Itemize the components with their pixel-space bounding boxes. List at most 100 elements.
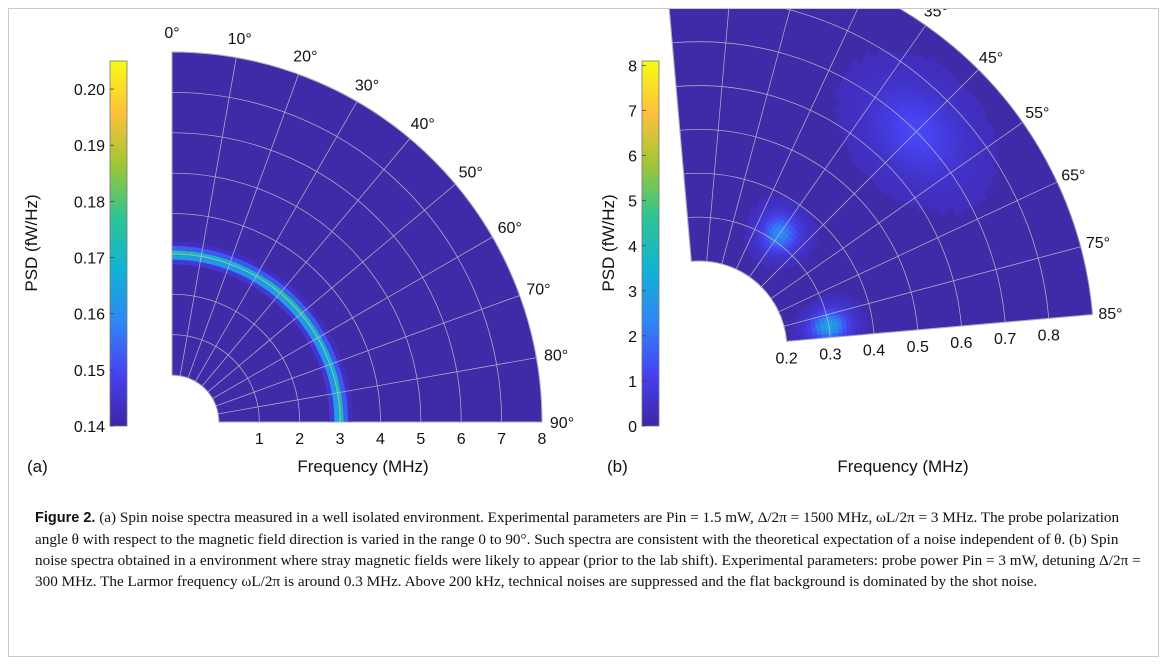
grid-spoke — [749, 25, 926, 278]
heat-cell — [794, 315, 800, 320]
angle-tick-label: 10° — [228, 31, 252, 48]
heat-cell — [338, 380, 345, 387]
heat-cell — [899, 142, 908, 151]
heat-cell — [201, 257, 207, 264]
heat-cell — [820, 310, 827, 316]
heat-cell — [926, 114, 937, 124]
heat-cell — [827, 319, 833, 324]
heat-cell — [912, 150, 922, 160]
heat-cell — [879, 118, 889, 128]
heat-cell — [184, 260, 190, 266]
heat-cell — [767, 259, 773, 265]
heat-cell — [954, 146, 964, 157]
heat-cell — [823, 320, 829, 325]
heat-cell — [876, 110, 886, 119]
heat-cell — [816, 335, 822, 339]
heat-cell — [772, 258, 778, 264]
heat-cell — [923, 63, 934, 74]
heat-cell — [965, 160, 974, 170]
heat-cell — [327, 374, 334, 381]
heat-cell — [770, 245, 776, 251]
heat-cell — [328, 378, 335, 385]
heat-cell — [973, 120, 983, 131]
heat-cell — [812, 313, 818, 318]
heat-cell — [917, 184, 926, 194]
heat-cell — [963, 150, 973, 161]
heat-cell — [806, 236, 813, 243]
heat-cell — [935, 104, 946, 115]
heat-cell — [286, 310, 293, 317]
heat-cell — [274, 298, 281, 305]
heat-cell — [776, 262, 783, 268]
heat-cell — [871, 170, 880, 179]
heat-cell — [220, 253, 227, 259]
radial-tick-label: 2 — [295, 431, 304, 448]
panel-b: 0 1 2 3 4 5 6 7 8 PSD (fW/Hz) 0.2 0.3 0.4 0.5 0.6 0.7 0.… — [599, 0, 1123, 476]
heat-cell — [845, 69, 855, 78]
heat-cell — [753, 210, 759, 217]
heat-cell — [347, 403, 353, 409]
heat-cell — [764, 262, 770, 269]
heat-cell — [879, 172, 887, 181]
heat-cell — [776, 222, 783, 229]
heat-cell — [334, 413, 339, 418]
heat-cell — [811, 309, 817, 315]
heat-cell — [926, 204, 934, 214]
heat-cell — [968, 135, 978, 146]
heat-cell — [172, 245, 177, 251]
heat-cell — [873, 148, 882, 157]
heat-cell — [906, 84, 917, 94]
heat-cell — [849, 314, 855, 320]
heat-cell — [902, 127, 912, 137]
grid-arc — [171, 172, 422, 423]
heat-cell — [891, 179, 900, 188]
heat-cell — [932, 120, 942, 130]
heat-cell — [899, 130, 909, 140]
heat-cell — [322, 337, 330, 345]
heat-cell — [861, 89, 872, 99]
heat-cell — [791, 246, 798, 252]
heat-cell — [915, 147, 925, 157]
heat-cell — [328, 350, 335, 357]
heat-cell — [956, 134, 966, 144]
colorbar-tick-label: 0.20 — [74, 82, 105, 99]
heat-cell — [867, 154, 876, 163]
heat-cell — [812, 332, 817, 337]
heat-cell — [972, 155, 982, 166]
heat-cell — [181, 241, 187, 247]
heat-cell — [790, 333, 795, 337]
heat-cell — [297, 323, 304, 330]
heat-cell — [787, 260, 794, 266]
heat-cell — [839, 81, 849, 90]
heat-cell — [320, 354, 327, 360]
heat-cell — [833, 294, 840, 300]
heat-cell — [897, 173, 906, 182]
heat-cell — [264, 290, 271, 297]
heat-cell — [906, 184, 915, 193]
x-axis-label: Frequency (MHz) — [837, 457, 968, 476]
heat-cell — [228, 270, 235, 277]
heat-cell — [334, 417, 339, 423]
heat-cell — [883, 157, 892, 167]
heat-cell — [882, 169, 891, 178]
heat-cell — [757, 247, 763, 253]
heat-cell — [810, 306, 816, 312]
heat-cell — [969, 167, 979, 178]
heat-cell — [861, 58, 872, 67]
heat-cell — [889, 171, 898, 180]
heat-cell — [176, 241, 182, 247]
heat-cell — [789, 243, 795, 250]
heat-cell — [321, 358, 328, 364]
heat-cell — [921, 190, 930, 199]
radial-tick-label: 0.3 — [819, 347, 841, 364]
heat-cell — [295, 313, 302, 320]
heat-cell — [947, 172, 956, 183]
heat-cell — [843, 73, 853, 82]
heat-cell — [750, 248, 756, 254]
heat-cell — [257, 285, 265, 293]
heat-cell — [840, 316, 846, 322]
heat-cell — [896, 122, 906, 131]
heat-cell — [868, 94, 878, 103]
heat-cell — [841, 320, 847, 326]
heat-cell — [938, 114, 949, 124]
